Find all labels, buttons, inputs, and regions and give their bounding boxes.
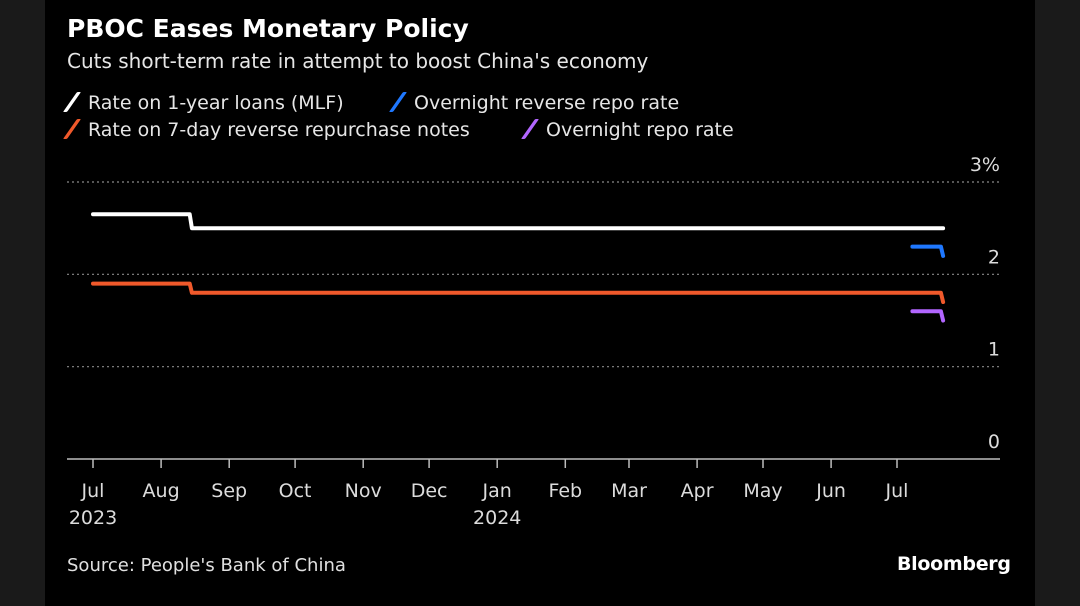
chart-panel xyxy=(45,0,1035,606)
x-tick-label: Jun xyxy=(815,480,846,502)
series-line-3 xyxy=(910,309,946,323)
x-tick-label: Dec xyxy=(411,480,448,502)
series-line-2 xyxy=(91,281,946,304)
x-tick-label: Mar xyxy=(611,480,647,502)
chart-title: PBOC Eases Monetary Policy xyxy=(67,14,469,43)
series-line-0 xyxy=(91,212,946,231)
x-tick-label: Feb xyxy=(548,480,582,502)
x-tick-label: Jul xyxy=(885,480,909,502)
legend-label: Overnight reverse repo rate xyxy=(414,92,680,114)
legend-item-7-day: Rate on 7-day reverse repurchase notes xyxy=(62,119,470,141)
x-tick-label: Apr xyxy=(681,480,714,502)
x-tick-label: Nov xyxy=(345,480,382,502)
source-note: Source: People's Bank of China xyxy=(67,555,346,576)
chart-subtitle: Cuts short-term rate in attempt to boost… xyxy=(67,49,649,73)
x-tick-label: Aug xyxy=(143,480,180,502)
legend-item-overnight-repo: Overnight repo rate xyxy=(520,119,734,141)
x-tick-year-label: 2023 xyxy=(69,507,117,529)
legend-label: Overnight repo rate xyxy=(546,119,734,141)
x-tick-label: Jan xyxy=(482,480,512,502)
y-tick-label: 2 xyxy=(988,246,1000,268)
series-line-1 xyxy=(910,244,946,258)
bloomberg-logo: Bloomberg xyxy=(897,553,1011,575)
legend-label: Rate on 1-year loans (MLF) xyxy=(88,92,344,114)
legend-label: Rate on 7-day reverse repurchase notes xyxy=(88,119,470,141)
x-tick-label: May xyxy=(743,480,782,502)
y-tick-label: 0 xyxy=(988,431,1000,453)
y-tick-label: 3% xyxy=(970,154,1000,176)
x-tick-label: Oct xyxy=(279,480,312,502)
x-tick-year-label: 2024 xyxy=(473,507,521,529)
legend-item-overnight-reverse-repo: Overnight reverse repo rate xyxy=(388,92,680,114)
x-tick-label: Sep xyxy=(211,480,247,502)
legend-item-mlf: Rate on 1-year loans (MLF) xyxy=(62,92,344,114)
y-tick-label: 1 xyxy=(988,339,1000,361)
x-tick-label: Jul xyxy=(81,480,105,502)
